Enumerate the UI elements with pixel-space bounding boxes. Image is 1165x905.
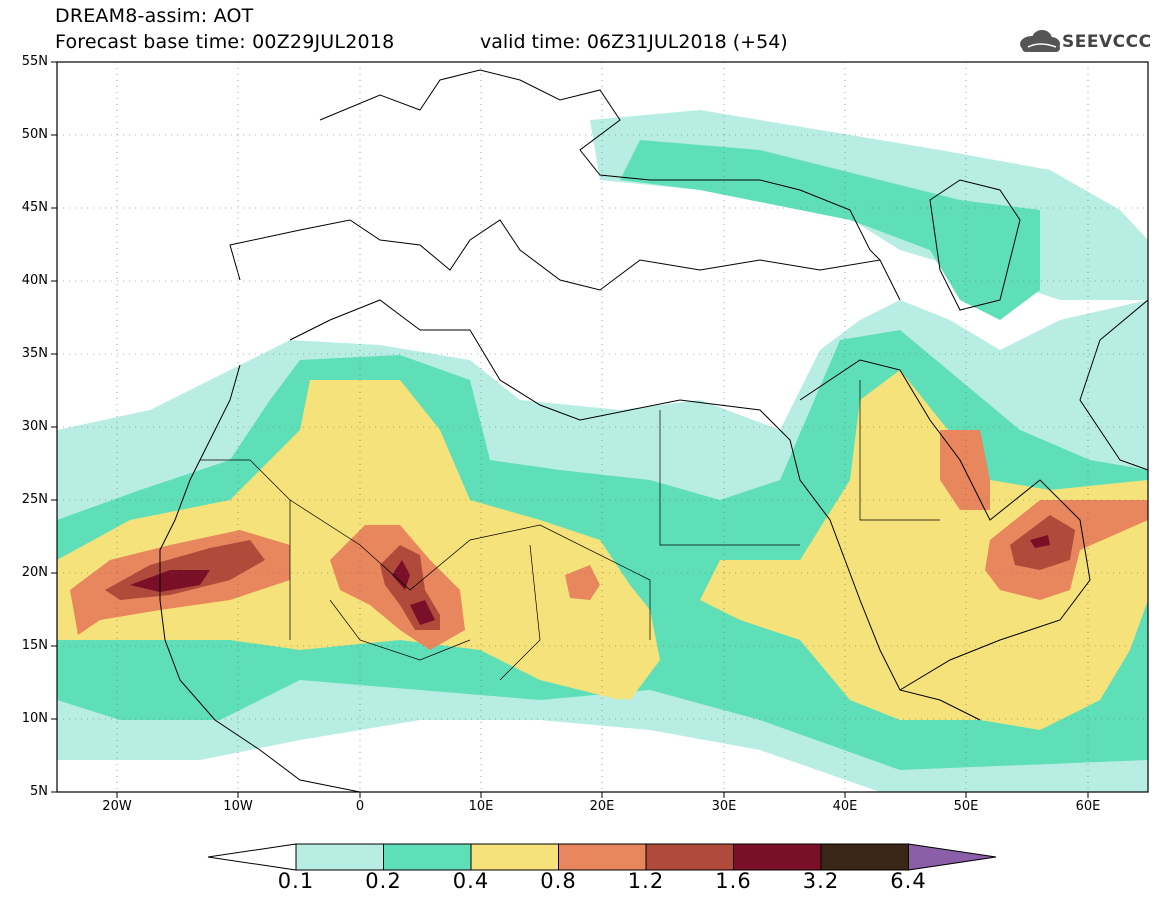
lon-label-50e: 50E (953, 799, 979, 814)
lat-label-30n: 30N (21, 419, 48, 434)
colorbar-label-1.2: 1.2 (627, 869, 665, 893)
colorbar-label-0.8: 0.8 (540, 869, 577, 893)
lat-label-15n: 15N (21, 638, 48, 653)
country-borders (200, 380, 940, 681)
lon-label-10e: 10E (468, 799, 494, 814)
colorbar-label-0.2: 0.2 (365, 869, 402, 893)
colorbar-label-0.1: 0.1 (277, 869, 315, 893)
lon-label-20w: 20W (102, 799, 132, 814)
colorbar-label-1.6: 1.6 (715, 869, 752, 893)
lat-label-20n: 20N (21, 565, 48, 580)
colorbar-bin-1.2-1.6 (645, 843, 734, 871)
lon-label-10w: 10W (223, 799, 253, 814)
colorbar-bin-0.2-0.4 (383, 843, 472, 871)
lat-label-40n: 40N (21, 273, 48, 288)
aot-level-1.6 (130, 535, 1050, 625)
lat-label-10n: 10N (21, 711, 48, 726)
axis-ticks (51, 61, 1089, 798)
valid-time: valid time: 06Z31JUL2018 (+54) (480, 31, 788, 53)
lat-label-50n: 50N (21, 127, 48, 142)
lat-label-45n: 45N (21, 200, 48, 215)
colorbar (207, 843, 997, 871)
chart-title: DREAM8-assim: AOT (55, 5, 254, 27)
lat-label-55n: 55N (21, 54, 48, 69)
logo-text: SEEVCCC (1062, 32, 1152, 52)
aot-field (57, 62, 1148, 792)
seevccc-logo (1020, 30, 1060, 52)
colorbar-label-0.4: 0.4 (452, 869, 490, 893)
lat-label-25n: 25N (21, 492, 48, 507)
colorbar-label-3.2: 3.2 (802, 869, 840, 893)
colorbar-label-6.4: 6.4 (890, 869, 927, 893)
colorbar-bin-0.4-0.8 (470, 843, 559, 871)
colorbar-under-arrow (207, 843, 297, 871)
lon-label-40e: 40E (832, 799, 858, 814)
lat-label-35n: 35N (21, 346, 48, 361)
lon-label-60e: 60E (1075, 799, 1101, 814)
colorbar-bin-3.2-6.4 (820, 843, 909, 871)
coastlines (159, 69, 1148, 792)
lon-label-20e: 20E (589, 799, 615, 814)
lon-label-0: 0 (355, 799, 365, 814)
lat-label-5n: 5N (30, 784, 48, 799)
forecast-base-time: Forecast base time: 00Z29JUL2018 (55, 31, 395, 53)
colorbar-over-arrow (908, 843, 997, 871)
colorbar-bin-1.6-3.2 (733, 843, 822, 871)
lon-label-30e: 30E (711, 799, 737, 814)
colorbar-bin-0.1-0.2 (295, 843, 384, 871)
colorbar-bin-0.8-1.2 (558, 843, 647, 871)
